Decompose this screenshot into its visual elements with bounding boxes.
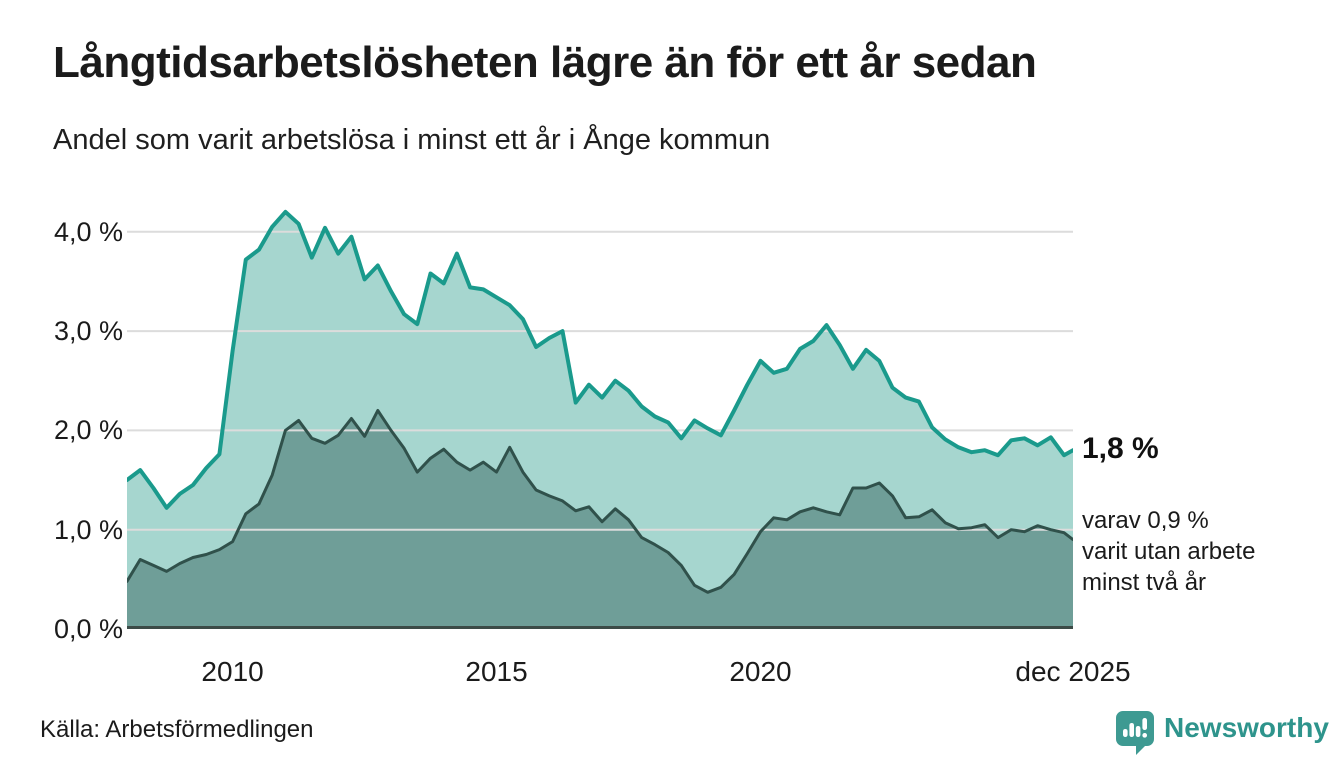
y-tick-label: 0,0 % [53, 614, 123, 644]
newsworthy-logo[interactable]: Newsworthy [1115, 710, 1329, 762]
newsworthy-wordmark: Newsworthy [1164, 712, 1329, 743]
breakdown-line: varav 0,9 % [1082, 507, 1209, 534]
y-tick-label: 3,0 % [53, 316, 123, 347]
area-chart [127, 209, 1073, 629]
series-line-1 [127, 409, 1073, 594]
x-tick-label: 2020 [729, 656, 792, 687]
y-tick-label: 4,0 % [53, 216, 123, 247]
x-tick-label: 2015 [465, 656, 528, 687]
breakdown-line: minst två år [1082, 569, 1207, 596]
plot-area [127, 196, 1073, 629]
x-tick-label: dec 2025 [1015, 656, 1131, 687]
y-tick-label: 1,0 % [53, 514, 123, 545]
bar-chart-glyph [1123, 718, 1147, 738]
x-tick-label: 2010 [201, 656, 264, 687]
source-note: Källa: Arbetsförmedlingen [40, 716, 314, 743]
newsworthy-bubble-icon [1116, 711, 1154, 755]
series-line-0 [127, 209, 1073, 510]
breakdown-annotation: varav 0,9 % varit utan arbete minst två … [1082, 505, 1322, 598]
latest-value-label: 1,8 % [1082, 432, 1159, 465]
chart-title: Långtidsarbetslösheten lägre än för ett … [53, 38, 1037, 87]
breakdown-line: varit utan arbete [1082, 538, 1256, 565]
speech-bubble-shape [1116, 711, 1154, 755]
chart-subtitle: Andel som varit arbetslösa i minst ett å… [53, 124, 771, 156]
y-tick-label: 2,0 % [53, 415, 123, 446]
